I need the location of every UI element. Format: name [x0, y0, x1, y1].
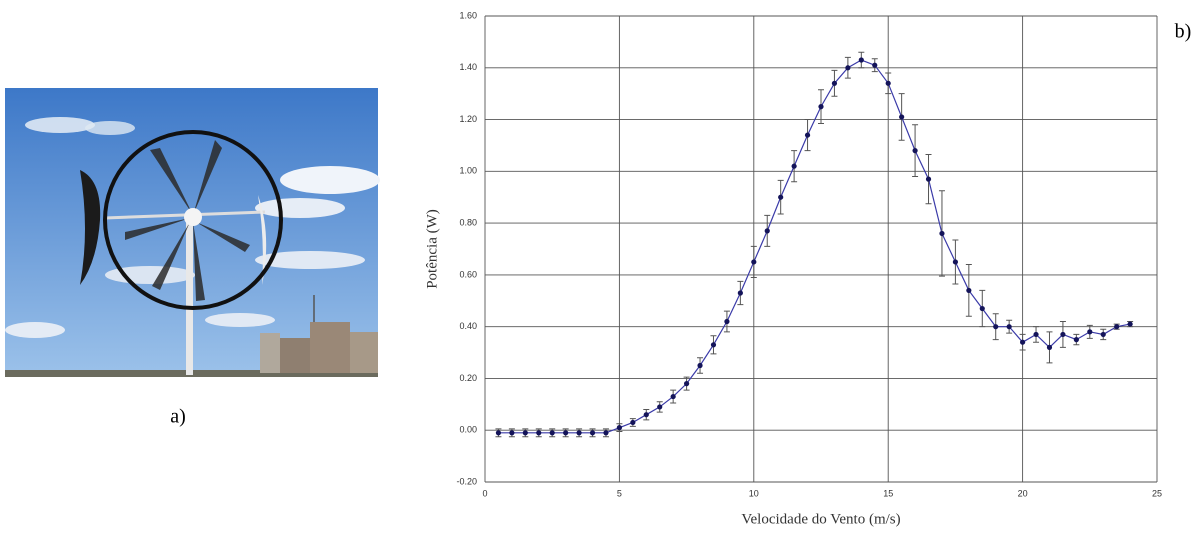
panel-label: b)	[1175, 21, 1192, 43]
data-point	[576, 430, 581, 435]
data-point	[832, 81, 837, 86]
data-point	[818, 104, 823, 109]
data-point	[1007, 324, 1012, 329]
data-point	[550, 430, 555, 435]
data-point	[1047, 345, 1052, 350]
data-point	[912, 148, 917, 153]
data-point	[590, 430, 595, 435]
data-point	[617, 425, 622, 430]
data-point	[939, 231, 944, 236]
data-point	[536, 430, 541, 435]
data-point	[751, 259, 756, 264]
x-tick-label: 10	[749, 488, 759, 498]
y-tick-label: 1.40	[459, 62, 477, 72]
x-tick-label: 15	[883, 488, 893, 498]
data-point	[496, 430, 501, 435]
data-point	[644, 412, 649, 417]
x-tick-label: 5	[617, 488, 622, 498]
data-point	[778, 195, 783, 200]
photo	[5, 88, 380, 377]
y-tick-label: 1.00	[459, 166, 477, 176]
x-tick-label: 0	[482, 488, 487, 498]
y-tick-label: 1.20	[459, 114, 477, 124]
data-point	[738, 290, 743, 295]
data-point	[926, 177, 931, 182]
page: {"panel_labels": ["a)", "b)"], "chart_da…	[0, 0, 1204, 532]
data-point	[1101, 332, 1106, 337]
y-tick-label: 0.00	[459, 425, 477, 435]
data-point	[603, 430, 608, 435]
data-point	[1060, 332, 1065, 337]
y-tick-label: 0.20	[459, 373, 477, 383]
data-point	[993, 324, 998, 329]
data-point	[630, 420, 635, 425]
data-point	[872, 63, 877, 68]
data-point	[523, 430, 528, 435]
data-point	[671, 394, 676, 399]
data-point	[1020, 340, 1025, 345]
data-point	[765, 228, 770, 233]
data-point	[980, 306, 985, 311]
data-point	[657, 404, 662, 409]
x-axis-label: Velocidade do Vento (m/s)	[741, 511, 900, 527]
chart: Velocidade do Vento (m/s) Potência (W) -…	[424, 10, 1162, 527]
data-point	[953, 259, 958, 264]
y-tick-label: -0.20	[456, 476, 477, 486]
data-point	[1128, 321, 1133, 326]
y-axis-label: Potência (W)	[424, 209, 440, 289]
y-tick-label: 0.60	[459, 269, 477, 279]
data-point	[509, 430, 514, 435]
y-tick-label: 0.40	[459, 321, 477, 331]
data-point	[859, 57, 864, 62]
data-point	[711, 342, 716, 347]
data-point	[899, 114, 904, 119]
data-point	[684, 381, 689, 386]
data-point	[1033, 332, 1038, 337]
data-point	[1114, 324, 1119, 329]
data-point	[966, 288, 971, 293]
data-point	[805, 132, 810, 137]
data-point	[886, 81, 891, 86]
y-tick-label: 1.60	[459, 10, 477, 20]
data-point	[697, 363, 702, 368]
data-point	[1087, 329, 1092, 334]
data-point	[563, 430, 568, 435]
data-point	[1074, 337, 1079, 342]
x-tick-label: 25	[1152, 488, 1162, 498]
figure: a) b) Velocidade do Vento (m/s) Potência…	[0, 0, 1204, 532]
y-tick-label: 0.80	[459, 217, 477, 227]
data-point	[792, 164, 797, 169]
data-point	[845, 65, 850, 70]
panel-label: a)	[170, 406, 186, 428]
data-point	[724, 319, 729, 324]
data-line	[498, 60, 1130, 433]
x-tick-label: 20	[1018, 488, 1028, 498]
